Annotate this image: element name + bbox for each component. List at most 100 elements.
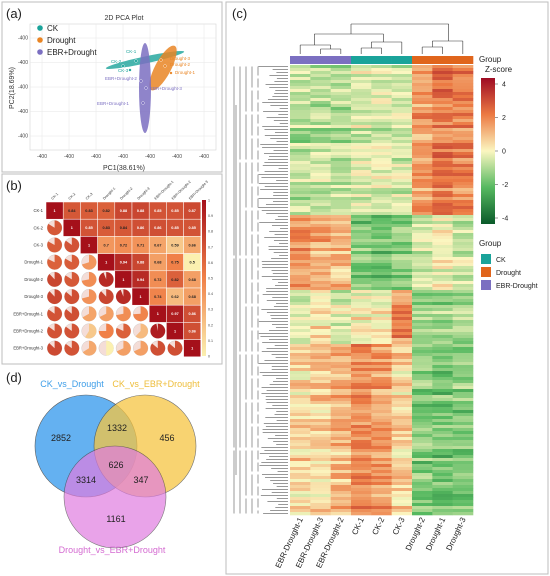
heatmap-cell [351,299,372,303]
heatmap-cell [330,251,352,255]
heatmap-cell [351,110,372,114]
correlation-value: 0.62 [171,295,178,299]
heatmap-cell [391,440,413,444]
heatmap-cell [452,101,474,105]
correlation-colorbar-tick: 0.2 [208,323,213,327]
column-dendrogram [299,23,464,54]
heatmap-cell [290,479,311,483]
heatmap-cell [310,506,331,510]
heatmap-cell [432,335,453,339]
heatmap-cell [412,104,433,108]
heatmap-cell [412,65,433,69]
heatmap-cell [432,206,453,210]
venn-ac: 3314 [76,475,96,485]
heatmap-cell [290,176,311,180]
heatmap-cell [310,122,331,126]
heatmap-cell [351,221,372,225]
correlation-value: 0.66 [189,243,196,247]
heatmap-cell [452,395,474,399]
heatmap-cell [310,353,331,357]
heatmap-cell [330,260,352,264]
heatmap-cell [412,125,433,129]
heatmap-cell [452,428,474,432]
heatmap-cell [432,71,453,75]
heatmap-cell [391,341,413,345]
heatmap-cell [330,164,352,168]
heatmap-cell [330,83,352,87]
heatmap-cell [310,329,331,333]
heatmap-cell [391,164,413,168]
heatmap-cell [452,185,474,189]
heatmap-cell [310,326,331,330]
correlation-value: 0.74 [154,295,162,299]
heatmap-cell [310,110,331,114]
heatmap-cell [371,482,392,486]
heatmap-cell [351,509,372,513]
heatmap-cell [371,116,392,120]
heatmap-cell [432,305,453,309]
pca-panel: 2D PCA Plot -400 -400 -400 -400 -400 -400 -400… [9,15,217,172]
correlation-row-label: Drought-1 [24,260,43,265]
heatmap-cell [290,452,311,456]
heatmap-cell [330,422,352,426]
heatmap-cell [290,449,311,453]
heatmap-cell [452,455,474,459]
heatmap-cell [412,164,433,168]
heatmap-cell [351,272,372,276]
heatmap-cell [310,356,331,360]
heatmap-cell [412,170,433,174]
heatmap-cell [290,503,311,507]
heatmap-cell [290,257,311,261]
heatmap-cell [452,254,474,258]
heatmap-cell [412,386,433,390]
correlation-value: 1 [122,278,124,282]
heatmap-cell [371,155,392,159]
heatmap-cell [432,188,453,192]
pca-label-ebr-1: EBR+Drought-1 [97,101,129,106]
heatmap-cell [391,227,413,231]
heatmap-cell [310,254,331,258]
heatmap-cell [290,314,311,318]
heatmap-cell [452,194,474,198]
heatmap-cell [371,392,392,396]
heatmap-cell [351,389,372,393]
heatmap-cell [310,224,331,228]
heatmap-cell [310,323,331,327]
heatmap-cell [412,92,433,96]
heatmap-cell [452,290,474,294]
heatmap-cell [452,152,474,156]
heatmap-cell [310,449,331,453]
heatmap-cell [432,449,453,453]
heatmap-cell [452,503,474,507]
correlation-pie-slice [47,220,63,236]
heatmap-cell [391,464,413,468]
heatmap-cell [391,269,413,273]
heatmap-cell [452,233,474,237]
heatmap-cell [391,167,413,171]
heatmap-cell [310,470,331,474]
heatmap-cell [371,494,392,498]
heatmap-cell [290,368,311,372]
heatmap-cell [351,107,372,111]
heatmap-cell [330,341,352,345]
heatmap-cell [290,392,311,396]
heatmap-cell [351,224,372,228]
heatmap-cell [290,305,311,309]
heatmap-cell [412,209,433,213]
heatmap-cell [452,80,474,84]
correlation-column-label: CK-2 [68,192,77,201]
heatmap-cell [412,503,433,507]
heatmap-cell [391,320,413,324]
heatmap-cell [310,476,331,480]
heatmap-cell [432,125,453,129]
heatmap-cell [432,260,453,264]
heatmap-cell [371,251,392,255]
heatmap-cell [391,140,413,144]
pca-legend-drought-swatch [37,37,43,43]
heatmap-cell [371,416,392,420]
heatmap-cell [290,308,311,312]
heatmap-cell [290,275,311,279]
heatmap-cell [330,179,352,183]
heatmap-cell [351,446,372,450]
heatmap-cell [310,392,331,396]
